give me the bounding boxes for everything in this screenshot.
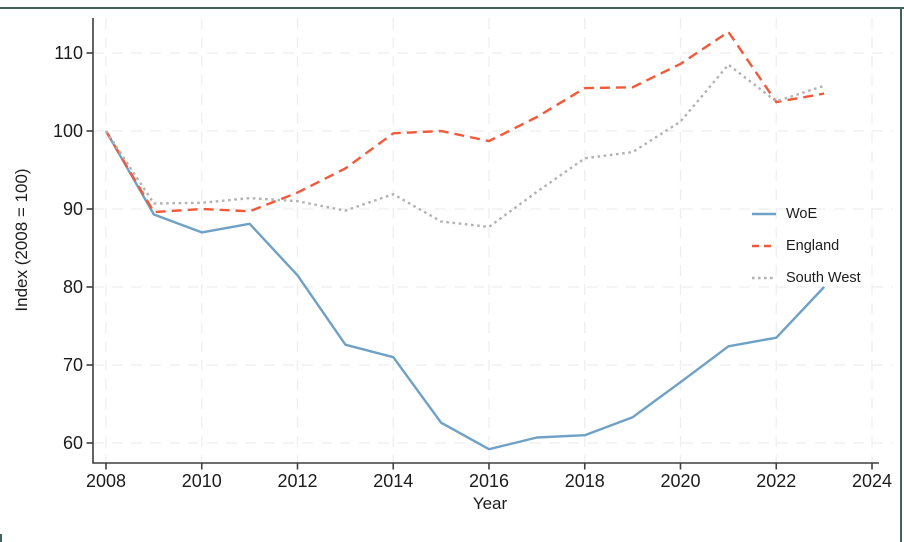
x-tick-label: 2016 bbox=[469, 471, 509, 491]
series-line-south-west bbox=[104, 63, 825, 229]
x-tick-label: 2022 bbox=[756, 471, 796, 491]
legend: WoE England South West bbox=[752, 198, 861, 294]
legend-label: WoE bbox=[786, 206, 818, 222]
x-tick-label: 2010 bbox=[182, 471, 222, 491]
legend-label: South West bbox=[786, 270, 861, 286]
x-tick-label: 2012 bbox=[277, 471, 317, 491]
x-tick-label: 2014 bbox=[373, 471, 413, 491]
y-tick-label: 110 bbox=[54, 43, 83, 63]
x-tick-label: 2024 bbox=[852, 471, 892, 491]
legend-item-woe: WoE bbox=[752, 198, 861, 230]
axis-lines bbox=[92, 18, 879, 464]
x-tick-label: 2008 bbox=[86, 471, 126, 491]
y-tick-label: 100 bbox=[53, 121, 83, 141]
legend-label: England bbox=[786, 238, 840, 254]
legend-line-sample bbox=[752, 212, 776, 216]
y-tick-label: 70 bbox=[63, 355, 83, 375]
series-layer bbox=[104, 30, 825, 451]
panel-border-top bbox=[0, 7, 904, 9]
axis-layer: 60 70 80 90 100 110 2008 2010 2012 2014 2016 2018 20… bbox=[53, 18, 892, 491]
legend-line-sample bbox=[752, 244, 776, 248]
panel-border-right bbox=[900, 7, 902, 542]
x-axis-title: Year bbox=[473, 494, 508, 513]
y-axis-title: Index (2008 = 100) bbox=[12, 168, 31, 311]
x-tick-label: 2020 bbox=[660, 471, 700, 491]
series-line-woe bbox=[104, 130, 825, 451]
legend-item-england: England bbox=[752, 230, 861, 262]
y-tick-label: 60 bbox=[63, 433, 83, 453]
x-tick-label: 2018 bbox=[565, 471, 605, 491]
y-tick-label: 90 bbox=[63, 199, 83, 219]
y-tick-label: 80 bbox=[63, 277, 83, 297]
legend-item-south-west: South West bbox=[752, 262, 861, 294]
series-line-england bbox=[104, 30, 825, 214]
legend-line-sample bbox=[752, 276, 776, 280]
panel-border-corner bbox=[0, 534, 2, 542]
